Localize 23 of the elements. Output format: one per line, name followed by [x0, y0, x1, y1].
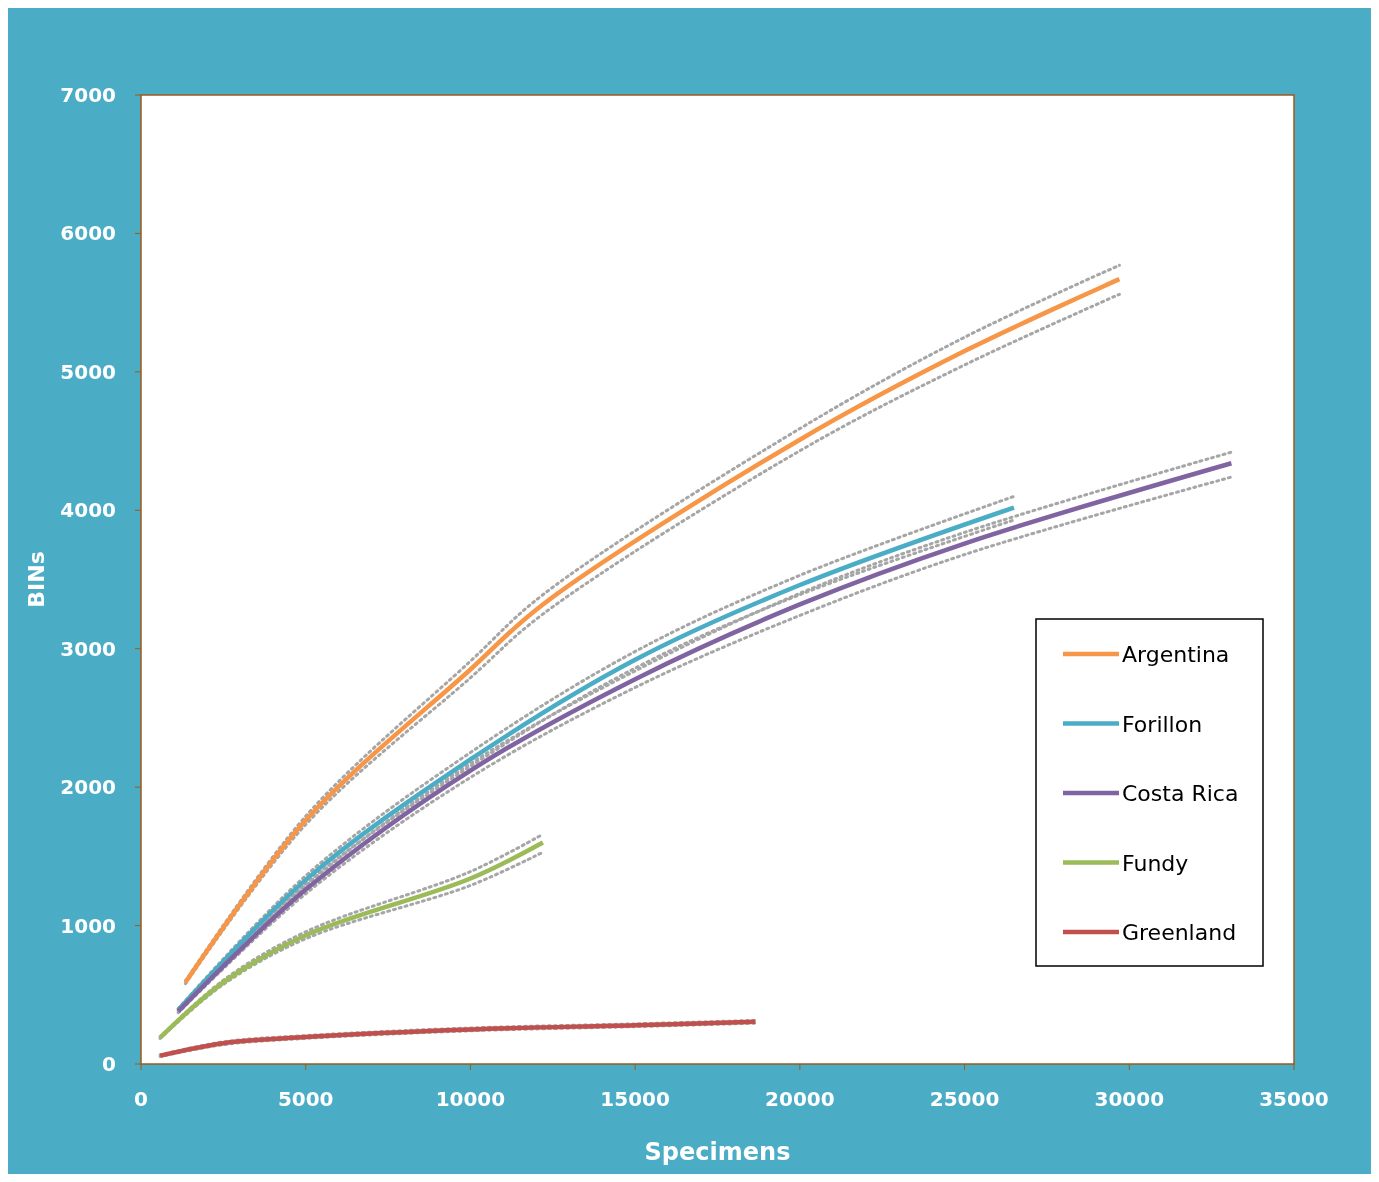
y-tick-label: 3000 — [60, 636, 116, 661]
x-tick-label: 5000 — [277, 1087, 334, 1111]
x-tick-label: 10000 — [435, 1087, 506, 1111]
y-tick-label: 0 — [102, 1052, 116, 1076]
y-tick-label: 5000 — [60, 359, 116, 384]
y-tick-label: 1000 — [60, 913, 116, 938]
x-tick-label: 30000 — [1094, 1087, 1165, 1111]
x-tick-label: 0 — [134, 1087, 148, 1111]
y-tick-label: 4000 — [60, 498, 116, 523]
x-axis-title: Specimens — [644, 1138, 791, 1166]
x-tick-label: 20000 — [765, 1087, 835, 1111]
y-tick-label: 6000 — [60, 221, 116, 246]
legend-label: Fundy — [1122, 850, 1189, 876]
legend-label: Greenland — [1122, 920, 1237, 945]
x-tick-label: 25000 — [929, 1087, 1000, 1111]
x-tick-label: 15000 — [600, 1087, 670, 1111]
y-tick-label: 2000 — [60, 775, 116, 800]
y-axis-title: BINs — [24, 551, 49, 608]
y-tick-label: 7000 — [60, 83, 116, 107]
legend-label: Forillon — [1122, 711, 1203, 737]
legend-label: Argentina — [1122, 642, 1230, 667]
x-tick-label: 35000 — [1259, 1087, 1329, 1111]
legend-label: Costa Rica — [1122, 781, 1239, 806]
